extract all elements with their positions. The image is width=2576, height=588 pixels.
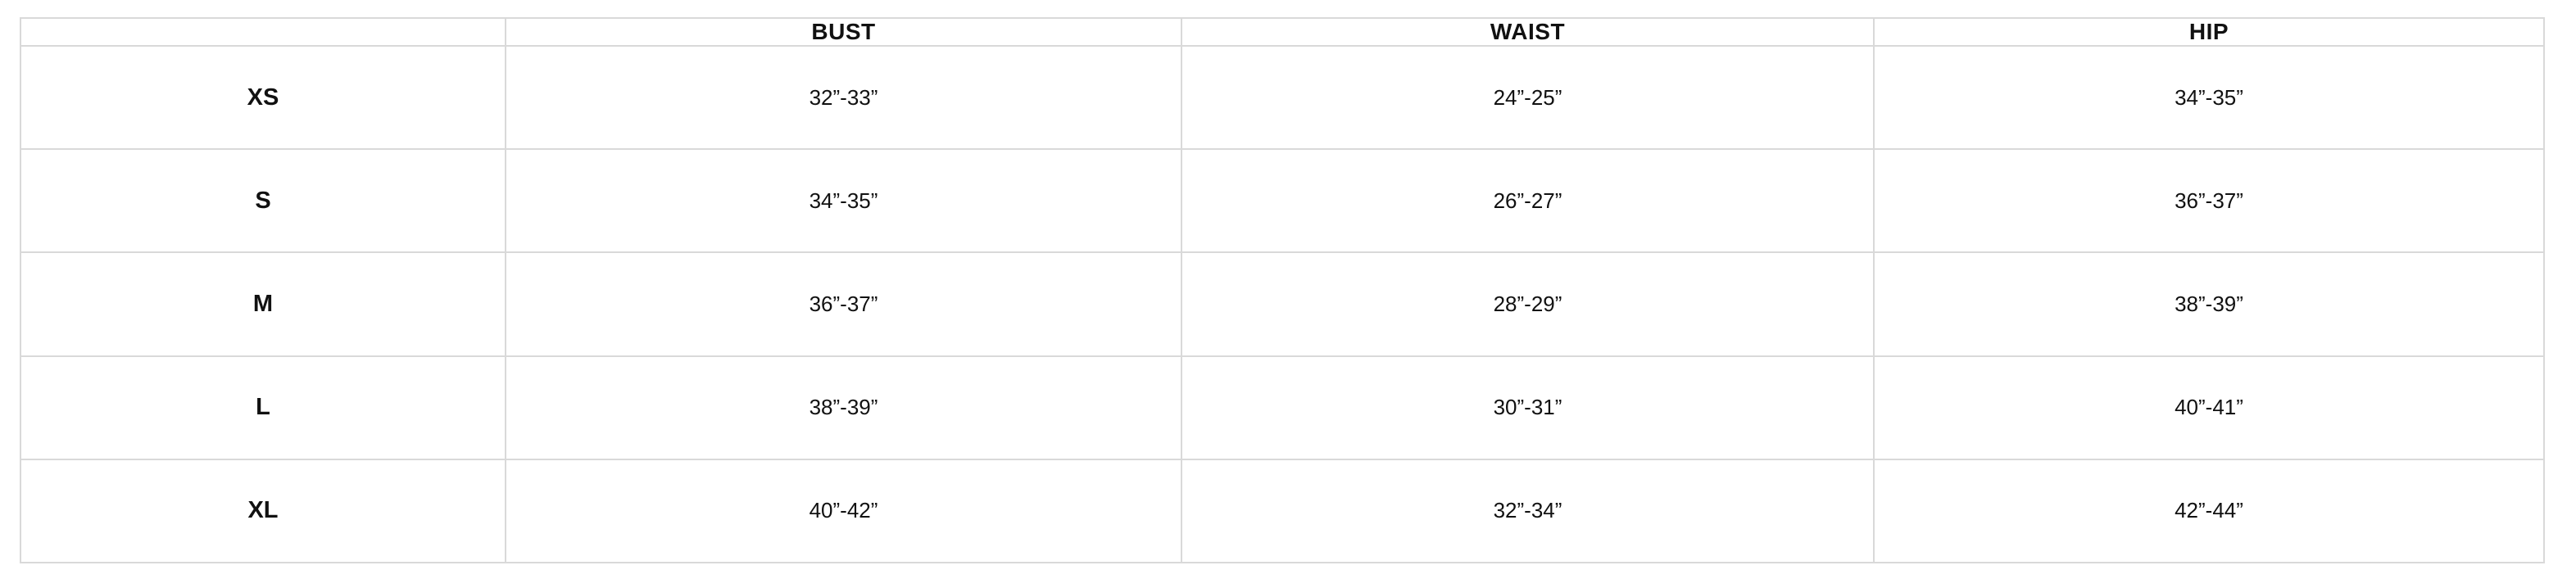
bust-cell: 34”-35” <box>505 148 1182 254</box>
header-bust: BUST <box>505 17 1182 47</box>
hip-cell: 42”-44” <box>1873 458 2545 564</box>
bust-cell: 40”-42” <box>505 458 1182 564</box>
table-row: XS 32”-33” 24”-25” 34”-35” <box>20 44 2545 151</box>
size-cell: L <box>20 355 506 460</box>
waist-cell: 26”-27” <box>1181 148 1875 254</box>
hip-cell: 36”-37” <box>1873 148 2545 254</box>
header-waist: WAIST <box>1181 17 1875 47</box>
bust-cell: 36”-37” <box>505 251 1182 357</box>
bust-cell: 32”-33” <box>505 44 1182 151</box>
table-row: XL 40”-42” 32”-34” 42”-44” <box>20 458 2545 564</box>
header-size <box>20 17 506 47</box>
size-chart-table: BUST WAIST HIP XS 32”-33” 24”-25” 34”-35” S 3… <box>20 17 2545 564</box>
waist-cell: 32”-34” <box>1181 458 1875 564</box>
hip-cell: 34”-35” <box>1873 44 2545 151</box>
bust-cell: 38”-39” <box>505 355 1182 460</box>
size-cell: XL <box>20 458 506 564</box>
table-row: S 34”-35” 26”-27” 36”-37” <box>20 148 2545 254</box>
table-row: L 38”-39” 30”-31” 40”-41” <box>20 355 2545 460</box>
table-row: M 36”-37” 28”-29” 38”-39” <box>20 251 2545 357</box>
header-hip: HIP <box>1873 17 2545 47</box>
waist-cell: 30”-31” <box>1181 355 1875 460</box>
size-cell: S <box>20 148 506 254</box>
header-row: BUST WAIST HIP <box>20 17 2545 47</box>
hip-cell: 40”-41” <box>1873 355 2545 460</box>
size-cell: XS <box>20 44 506 151</box>
waist-cell: 28”-29” <box>1181 251 1875 357</box>
hip-cell: 38”-39” <box>1873 251 2545 357</box>
waist-cell: 24”-25” <box>1181 44 1875 151</box>
size-cell: M <box>20 251 506 357</box>
